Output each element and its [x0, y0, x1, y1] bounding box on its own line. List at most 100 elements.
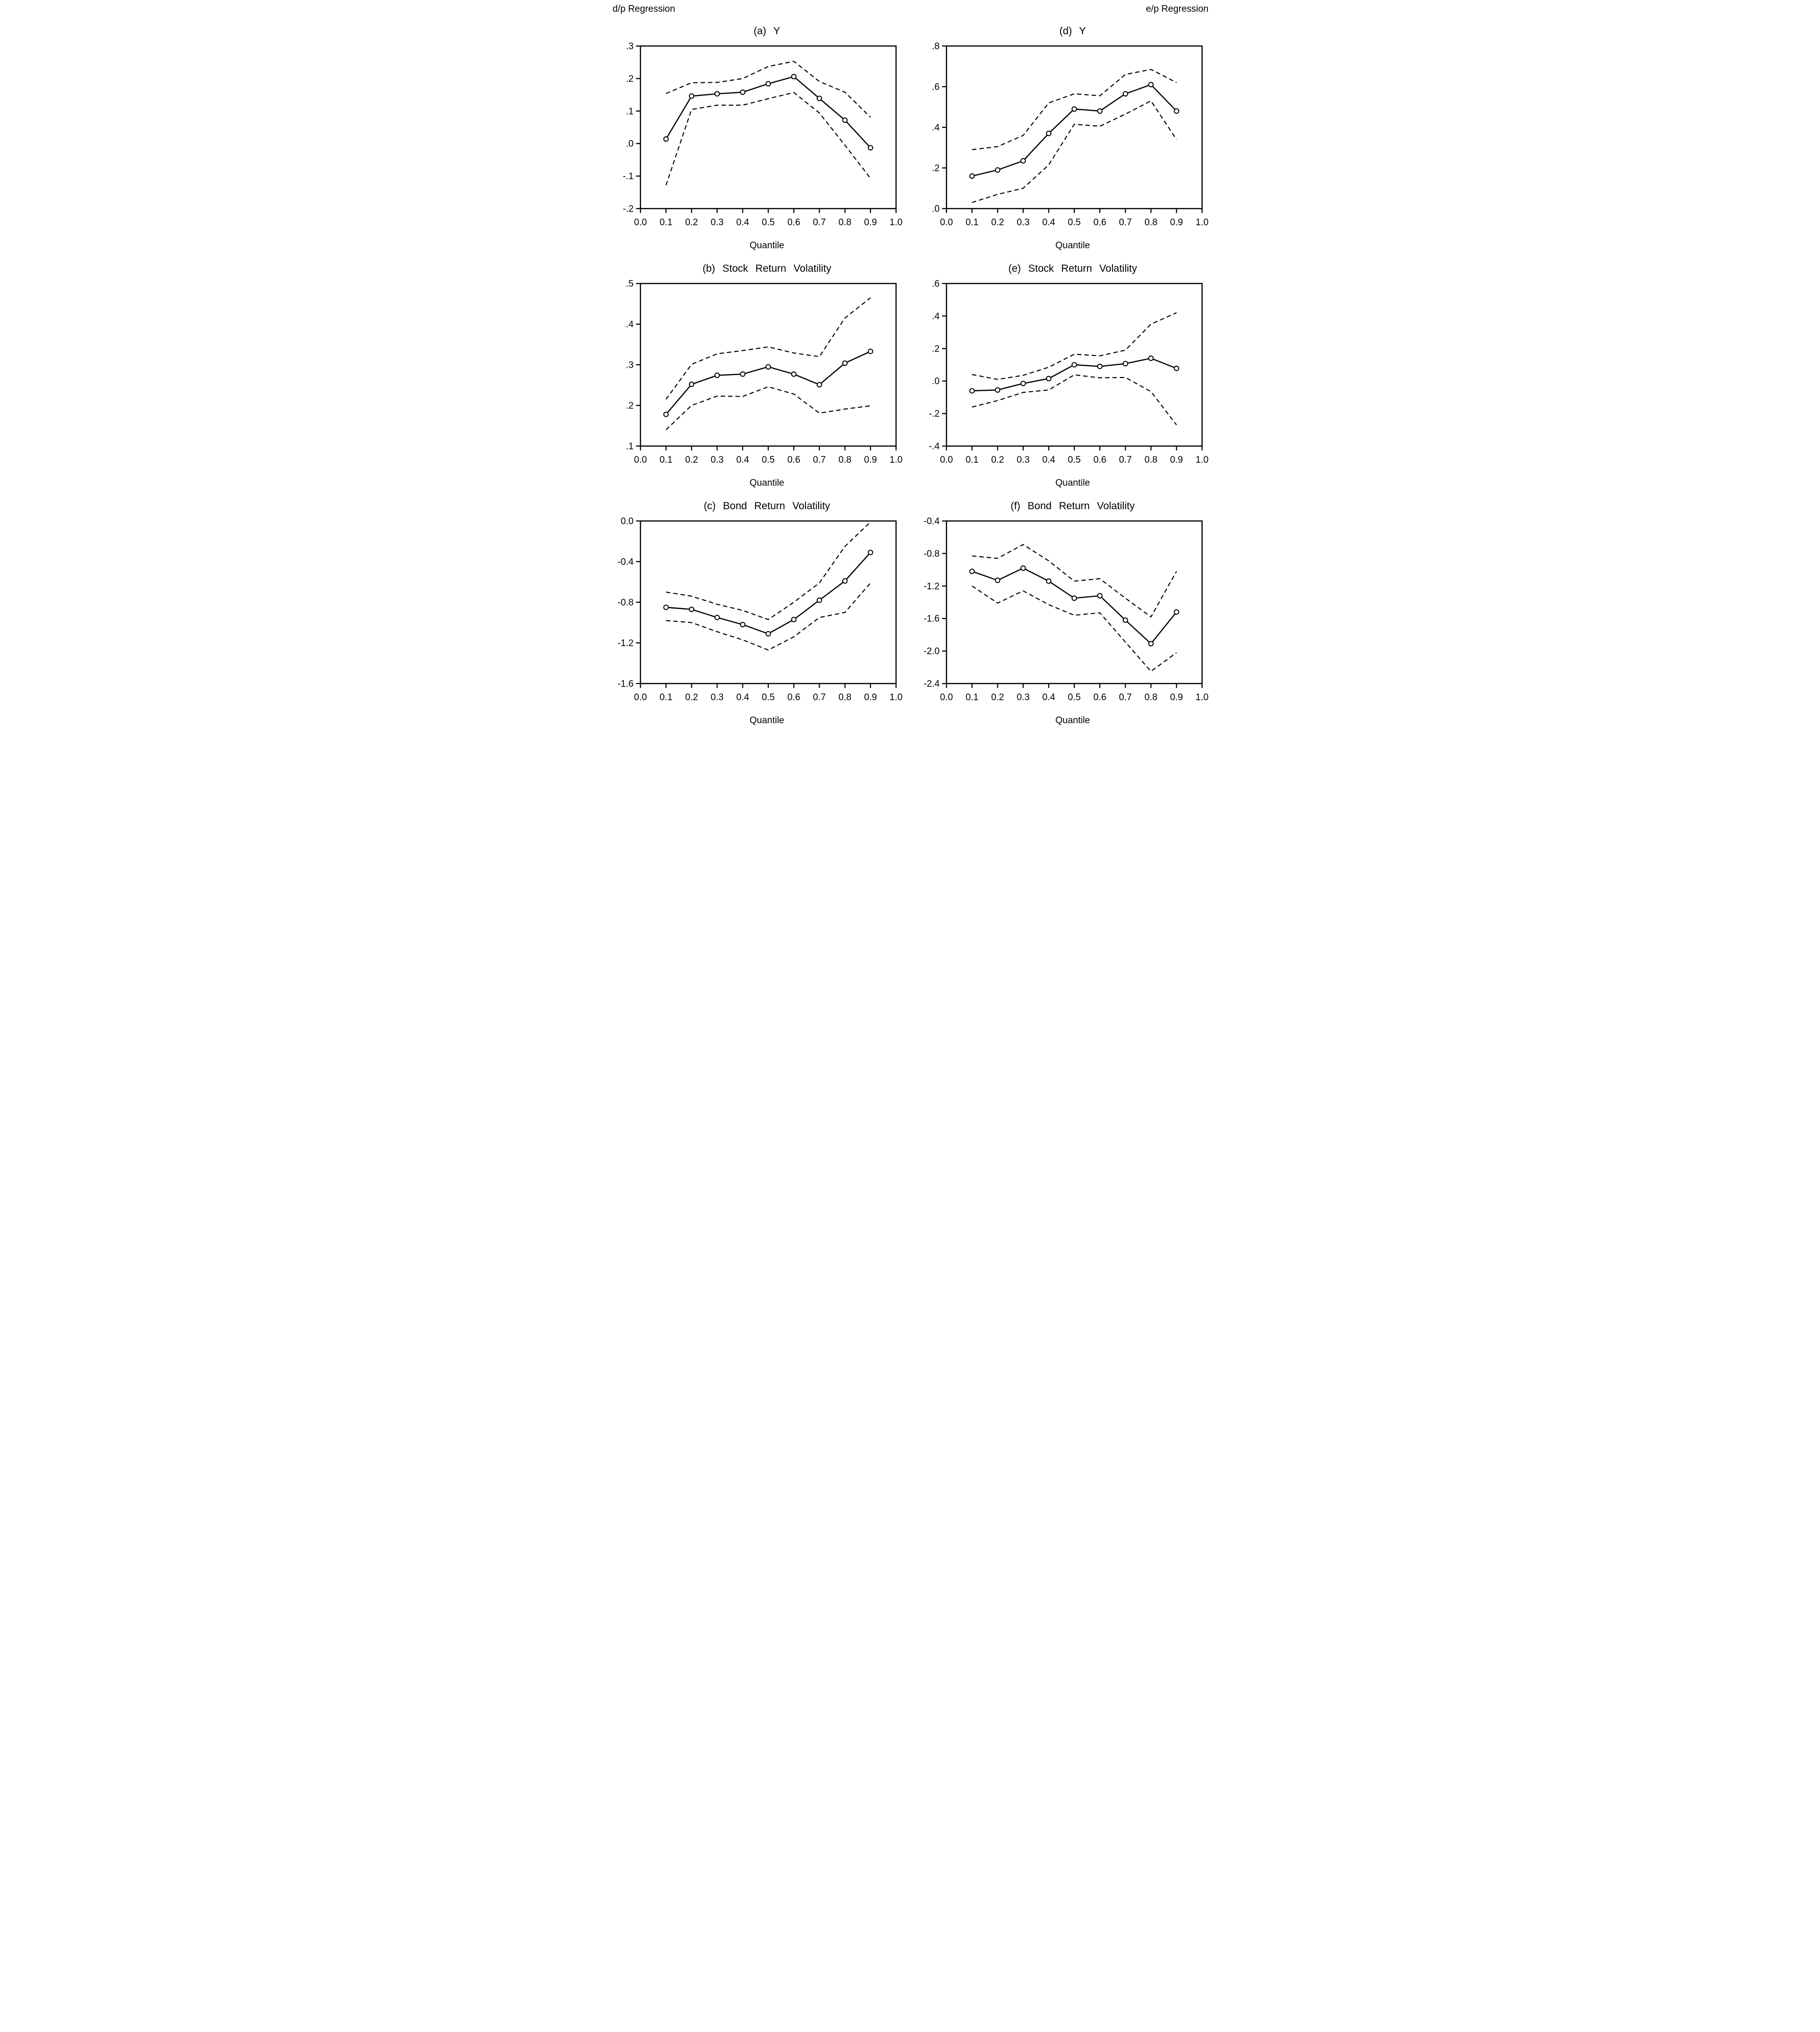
x-axis: 0.0 0.1 0.2 0.3 0.4 0.5 0.6 0.7 0.8 0.9 1.0	[634, 684, 902, 703]
y-tick-label: .8	[932, 42, 940, 52]
data-point-marker	[1020, 158, 1026, 164]
line-chart: -0.4-0.8-1.2-1.6-2.0-2.40.0 0.1 0.2 0.3 0.4 0…	[923, 517, 1208, 703]
y-tick-label: .4	[932, 311, 940, 322]
y-tick-label: .6	[932, 82, 940, 93]
line-chart: .8 .6 .4 .2 .00.0 0.1 0.2 0.3 0.4 0.5 0.6 0.7 0.8 0.9…	[932, 42, 1208, 228]
x-tick-label: 0.8	[1144, 217, 1157, 228]
x-tick-label: 0.7	[813, 217, 826, 228]
data-point-marker	[1045, 578, 1052, 584]
data-point-marker	[765, 631, 771, 637]
plot-border	[640, 45, 897, 210]
y-tick-label: .4	[932, 123, 940, 133]
x-tick-label: 0.1	[660, 455, 672, 465]
data-point-marker	[1071, 106, 1077, 112]
y-axis: .8 .6 .4 .2 .0	[932, 42, 946, 214]
data-point-marker	[663, 604, 669, 610]
series-markers	[663, 549, 874, 637]
x-tick-label: 0.9	[864, 455, 877, 465]
data-point-marker	[714, 614, 720, 620]
series-estimate	[665, 76, 871, 148]
data-point-marker	[791, 73, 797, 79]
x-tick-label: 0.0	[634, 455, 647, 465]
x-tick-label: 1.0	[1196, 692, 1208, 703]
x-tick-label: 0.5	[1068, 455, 1081, 465]
x-tick-label: 0.6	[1093, 692, 1106, 703]
y-tick-label: .0	[932, 204, 940, 214]
y-axis: .6 .4 .2 .0 -.2 -.4	[929, 280, 946, 452]
line-chart: .5 .4 .3 .2 .10.0 0.1 0.2 0.3 0.4 0.5 0.6 0.7 0.8 0.9…	[626, 280, 902, 465]
x-tick-label: 0.0	[940, 692, 953, 703]
data-point-marker	[1174, 365, 1180, 371]
panel-b-stock-return-volatility: (b) Stock Return Volatility .5.4.3.2.1 0.…	[608, 252, 907, 489]
y-tick-label: .1	[626, 106, 634, 117]
series-estimate	[666, 552, 871, 635]
x-tick-label: 0.2	[991, 692, 1004, 703]
left-column-header: d/p Regression	[613, 4, 675, 14]
series-lower-band	[971, 100, 1177, 203]
data-point-marker	[1045, 376, 1052, 381]
x-tick-label: 1.0	[1196, 217, 1208, 228]
series-lower-band	[666, 582, 871, 651]
x-axis-label: Quantile	[1055, 478, 1090, 488]
series-estimate	[665, 351, 871, 415]
panel-grid: (a) Y .3.2.1.0 -.1 -.2 0.0 0.1 0.2 0.3 0.4 0.5 0.…	[607, 15, 1213, 726]
plot-border	[640, 520, 897, 685]
y-tick-label: .2	[626, 401, 634, 411]
data-point-marker	[663, 411, 669, 417]
data-point-marker	[740, 622, 746, 628]
data-point-marker	[1122, 617, 1128, 623]
plot-border	[945, 520, 1203, 685]
x-tick-label: 0.5	[762, 217, 775, 228]
data-point-marker	[842, 360, 848, 366]
data-point-marker	[994, 387, 1000, 393]
line-chart: .3.2.1.0-.1-.20.0 0.1 0.2 0.3 0.4 0.5 0.6 0.7 0.…	[623, 42, 902, 228]
series-upper-band	[971, 312, 1177, 380]
x-axis-label: Quantile	[749, 478, 784, 488]
series-upper-band	[971, 69, 1177, 150]
x-tick-label: 1.0	[890, 455, 902, 465]
series-lower-band	[665, 386, 871, 430]
x-axis-label: Quantile	[749, 715, 784, 726]
x-axis: 0.0 0.1 0.2 0.3 0.4 0.5 0.6 0.7 0.8 0.9 1.0	[940, 446, 1208, 465]
data-point-marker	[842, 578, 848, 584]
x-tick-label: 0.5	[1068, 692, 1081, 703]
x-tick-label: 0.1	[660, 217, 672, 228]
data-point-marker	[868, 349, 874, 354]
data-point-marker	[1174, 609, 1180, 615]
data-point-marker	[994, 577, 1000, 583]
x-tick-label: 0.6	[1093, 455, 1106, 465]
y-tick-label: -2.0	[923, 646, 940, 657]
x-axis-label: Quantile	[1055, 715, 1090, 726]
panel-title: (a) Y	[754, 25, 780, 37]
x-tick-label: 0.4	[1042, 692, 1055, 703]
y-tick-label: .0	[932, 377, 940, 387]
data-point-marker	[817, 382, 823, 388]
x-tick-label: 0.2	[991, 455, 1004, 465]
figure-page: d/p Regression e/p Regression (a) Y .3 .2…	[607, 0, 1213, 726]
panel-title: (e) Stock Return Volatility	[1008, 263, 1137, 274]
data-point-marker	[817, 95, 823, 101]
data-point-marker	[1020, 380, 1026, 386]
data-point-marker	[740, 89, 746, 95]
x-tick-label: 0.9	[1170, 455, 1182, 465]
y-tick-label: -1.6	[618, 679, 634, 689]
x-tick-label: 0.0	[940, 455, 953, 465]
data-point-marker	[1122, 361, 1128, 367]
x-tick-label: 0.3	[711, 455, 724, 465]
x-tick-label: 0.4	[736, 455, 750, 465]
x-tick-label: 0.5	[762, 692, 775, 703]
data-point-marker	[868, 549, 874, 555]
panel-e-stock-return-volatility: (e) Stock Return Volatility .6 .4 .2 .0 -.2 -…	[914, 252, 1213, 489]
x-tick-label: 0.9	[1170, 692, 1182, 703]
line-chart: .6.4.2.0-.2-.40.0 0.1 0.2 0.3 0.4 0.5 0.6 0.7 0.…	[929, 280, 1208, 465]
series-markers	[969, 565, 1180, 647]
x-tick-label: 0.1	[966, 692, 978, 703]
data-point-marker	[969, 568, 975, 574]
x-tick-label: 0.7	[813, 455, 826, 465]
x-tick-label: 0.9	[864, 692, 877, 703]
x-tick-label: 0.0	[634, 692, 647, 703]
y-tick-label: -.2	[623, 204, 634, 214]
y-tick-label: .3	[626, 42, 634, 52]
y-tick-label: -0.8	[923, 549, 940, 559]
data-point-marker	[689, 381, 695, 387]
